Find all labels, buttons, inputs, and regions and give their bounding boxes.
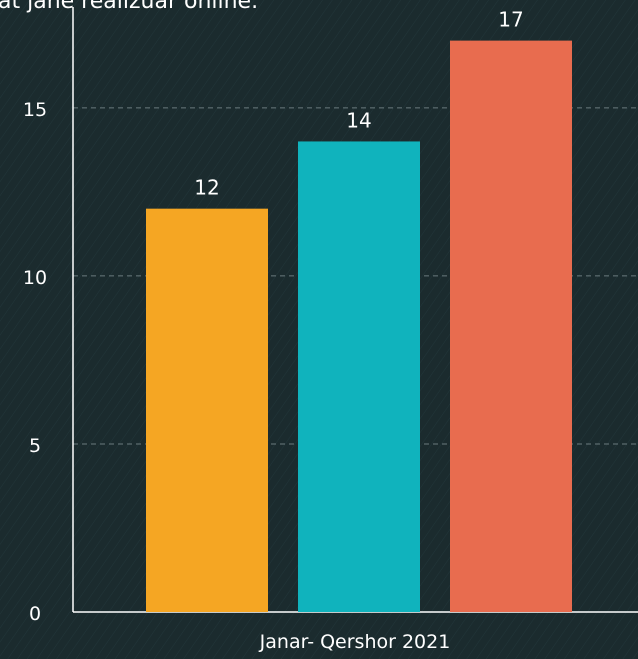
bar <box>450 40 572 613</box>
y-tick-label: 5 <box>29 435 41 457</box>
data-label: 14 <box>346 108 371 132</box>
bar <box>298 141 420 612</box>
chart-title: at jane realizuar online. <box>0 0 258 14</box>
data-label: 17 <box>498 8 523 32</box>
y-tick-label: 0 <box>29 603 41 625</box>
bar <box>146 208 268 612</box>
y-tick-label: 10 <box>23 267 47 289</box>
x-axis-label: Janar- Qershor 2021 <box>259 631 451 653</box>
data-label: 12 <box>194 176 219 200</box>
y-tick-label: 15 <box>23 99 47 121</box>
